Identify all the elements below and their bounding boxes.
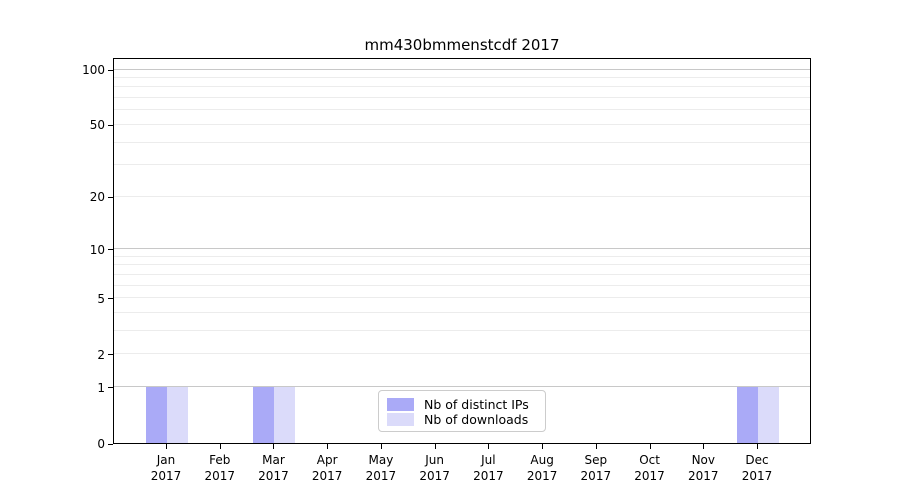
gridline-minor-60 bbox=[114, 109, 810, 111]
x-tick-nov bbox=[703, 444, 705, 449]
bar-distinct-ips-jan bbox=[146, 386, 167, 443]
x-tick-month-sep: Sep bbox=[584, 453, 608, 467]
x-tick-year-mar: 2017 bbox=[258, 469, 289, 483]
y-tick-label-0: 0 bbox=[97, 437, 105, 451]
plot-area bbox=[113, 58, 811, 444]
x-tick-month-jan: Jan bbox=[156, 453, 176, 467]
x-tick-month-nov: Nov bbox=[691, 453, 715, 467]
x-tick-label-may: May 2017 bbox=[349, 452, 413, 484]
gridline-minor-4 bbox=[114, 312, 810, 314]
gridline-minor-50 bbox=[114, 123, 810, 125]
gridline-minor-90 bbox=[114, 76, 810, 78]
y-tick-label-1: 1 bbox=[97, 380, 105, 395]
gridline-minor-7 bbox=[114, 274, 810, 275]
chart-title: mm430bmmenstcdf 2017 bbox=[364, 36, 560, 54]
x-tick-year-may: 2017 bbox=[365, 469, 397, 483]
x-tick-mar bbox=[273, 444, 275, 449]
x-tick-label-oct: Oct 2017 bbox=[618, 452, 682, 484]
gridline-minor-8 bbox=[114, 264, 810, 266]
y-tick-10 bbox=[108, 249, 113, 251]
bar-downloads-mar bbox=[274, 386, 296, 443]
y-tick-label-10: 10 bbox=[89, 242, 105, 257]
x-tick-month-jul: Jul bbox=[481, 453, 496, 467]
x-tick-aug bbox=[542, 444, 544, 449]
y-tick-label-2: 2 bbox=[97, 347, 105, 362]
x-tick-feb bbox=[219, 444, 221, 449]
x-tick-month-mar: Mar bbox=[262, 453, 285, 467]
x-tick-year-oct: 2017 bbox=[634, 469, 665, 483]
x-tick-label-aug: Aug 2017 bbox=[510, 452, 574, 484]
x-tick-year-sep: 2017 bbox=[580, 469, 612, 483]
x-tick-month-oct: Oct bbox=[639, 453, 660, 467]
gridline-minor-6 bbox=[114, 284, 810, 286]
y-tick-label-5: 5 bbox=[97, 291, 105, 306]
x-tick-label-jun: Jun 2017 bbox=[403, 452, 467, 484]
gridline-minor-40 bbox=[114, 141, 810, 143]
x-tick-year-nov: 2017 bbox=[688, 469, 719, 483]
y-tick-label-100: 100 bbox=[82, 63, 105, 77]
x-tick-year-apr: 2017 bbox=[311, 469, 343, 483]
x-tick-label-jul: Jul 2017 bbox=[456, 452, 520, 484]
x-tick-oct bbox=[649, 444, 651, 449]
gridline-minor-70 bbox=[114, 97, 810, 99]
y-tick-50 bbox=[108, 124, 113, 126]
gridline-minor-3 bbox=[114, 330, 810, 332]
y-tick-0 bbox=[108, 443, 113, 445]
x-tick-label-mar: Mar 2017 bbox=[241, 452, 305, 484]
x-tick-label-dec: Dec 2017 bbox=[725, 452, 789, 484]
x-tick-label-feb: Feb 2017 bbox=[188, 452, 252, 484]
gridline-major-1 bbox=[114, 386, 810, 388]
y-tick-100 bbox=[108, 69, 113, 71]
y-tick-label-50: 50 bbox=[89, 118, 105, 133]
x-tick-year-jul: 2017 bbox=[473, 469, 504, 483]
gridline-major-10 bbox=[114, 248, 810, 250]
x-tick-apr bbox=[327, 444, 329, 449]
bar-downloads-jan bbox=[167, 386, 188, 443]
x-tick-month-may: May bbox=[368, 453, 394, 467]
gridline-minor-2 bbox=[114, 353, 810, 355]
y-tick-2 bbox=[108, 354, 113, 356]
x-tick-label-apr: Apr 2017 bbox=[295, 452, 359, 484]
x-tick-year-feb: 2017 bbox=[204, 469, 235, 483]
x-tick-month-feb: Feb bbox=[209, 453, 231, 467]
gridline-minor-9 bbox=[114, 255, 810, 257]
gridline-minor-80 bbox=[114, 86, 810, 88]
y-tick-20 bbox=[108, 196, 113, 198]
x-tick-year-jan: 2017 bbox=[150, 469, 182, 483]
x-tick-year-jun: 2017 bbox=[419, 469, 450, 483]
y-tick-label-20: 20 bbox=[89, 190, 105, 205]
x-tick-label-jan: Jan 2017 bbox=[134, 452, 198, 484]
x-tick-jun bbox=[434, 444, 436, 449]
x-tick-jul bbox=[488, 444, 490, 449]
x-tick-month-jun: Jun bbox=[425, 453, 445, 467]
bar-distinct-ips-dec bbox=[737, 386, 759, 443]
gridline-major-100 bbox=[114, 68, 810, 70]
y-tick-1 bbox=[108, 387, 113, 389]
x-tick-year-aug: 2017 bbox=[526, 469, 558, 483]
x-tick-month-dec: Dec bbox=[745, 453, 769, 467]
gridline-minor-5 bbox=[114, 297, 810, 299]
x-tick-may bbox=[380, 444, 382, 449]
x-tick-sep bbox=[595, 444, 597, 449]
x-tick-dec bbox=[757, 444, 759, 449]
x-tick-month-apr: Apr bbox=[316, 453, 338, 467]
x-tick-month-aug: Aug bbox=[530, 453, 554, 467]
gridline-minor-30 bbox=[114, 164, 810, 166]
gridline-minor-20 bbox=[114, 195, 810, 197]
bar-distinct-ips-mar bbox=[253, 386, 275, 443]
x-tick-jan bbox=[166, 444, 167, 449]
x-tick-label-sep: Sep 2017 bbox=[564, 452, 628, 484]
x-tick-label-nov: Nov 2017 bbox=[671, 452, 735, 484]
x-tick-year-dec: 2017 bbox=[741, 469, 773, 483]
bar-downloads-dec bbox=[758, 386, 780, 443]
y-tick-5 bbox=[108, 298, 113, 300]
